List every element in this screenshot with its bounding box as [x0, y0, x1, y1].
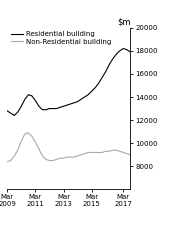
Residential building	[126, 48, 128, 51]
Residential building	[10, 112, 12, 115]
Residential building	[59, 106, 61, 109]
Non-Residential building	[13, 155, 15, 157]
Non-Residential building	[101, 151, 103, 154]
Non-Residential building	[112, 149, 114, 152]
Non-Residential building	[87, 151, 89, 154]
Residential building	[62, 105, 65, 108]
Non-Residential building	[105, 150, 107, 153]
Non-Residential building	[55, 158, 58, 161]
Non-Residential building	[6, 160, 8, 163]
Non-Residential building	[62, 157, 65, 160]
Residential building	[108, 63, 110, 66]
Legend: Residential building, Non-Residential building: Residential building, Non-Residential bu…	[11, 31, 111, 45]
Non-Residential building	[24, 133, 26, 135]
Non-Residential building	[126, 152, 128, 155]
Residential building	[119, 49, 121, 52]
Non-Residential building	[119, 150, 121, 153]
Residential building	[87, 93, 89, 96]
Non-Residential building	[90, 151, 93, 154]
Residential building	[45, 108, 47, 111]
Residential building	[77, 100, 79, 103]
Residential building	[94, 86, 96, 89]
Residential building	[13, 114, 15, 117]
Non-Residential building	[52, 159, 54, 162]
Non-Residential building	[70, 156, 72, 158]
Residential building	[6, 109, 8, 112]
Non-Residential building	[31, 135, 33, 138]
Non-Residential building	[108, 150, 110, 153]
Residential building	[38, 105, 40, 108]
Residential building	[112, 58, 114, 60]
Residential building	[20, 105, 22, 108]
Residential building	[31, 94, 33, 97]
Non-Residential building	[122, 151, 124, 154]
Line: Non-Residential building: Non-Residential building	[7, 133, 130, 162]
Residential building	[66, 104, 68, 106]
Residential building	[129, 51, 131, 53]
Residential building	[41, 108, 43, 111]
Non-Residential building	[41, 155, 43, 157]
Non-Residential building	[59, 157, 61, 160]
Non-Residential building	[20, 140, 22, 142]
Residential building	[105, 70, 107, 73]
Residential building	[83, 96, 86, 98]
Non-Residential building	[80, 153, 82, 156]
Residential building	[122, 47, 124, 50]
Residential building	[27, 93, 30, 96]
Non-Residential building	[66, 156, 68, 158]
Non-Residential building	[17, 149, 19, 152]
Non-Residential building	[38, 148, 40, 150]
Residential building	[101, 76, 103, 79]
Non-Residential building	[34, 141, 36, 143]
Non-Residential building	[48, 159, 50, 162]
Residential building	[17, 111, 19, 113]
Non-Residential building	[83, 152, 86, 155]
Residential building	[55, 107, 58, 110]
Residential building	[80, 98, 82, 101]
Line: Residential building: Residential building	[7, 49, 130, 116]
Non-Residential building	[27, 131, 30, 134]
Non-Residential building	[10, 159, 12, 162]
Non-Residential building	[45, 158, 47, 161]
Non-Residential building	[129, 153, 131, 156]
Text: $m: $m	[117, 17, 130, 26]
Residential building	[24, 98, 26, 101]
Residential building	[90, 90, 93, 93]
Residential building	[73, 101, 75, 104]
Non-Residential building	[98, 151, 100, 154]
Non-Residential building	[73, 156, 75, 158]
Residential building	[115, 53, 117, 56]
Residential building	[70, 103, 72, 105]
Non-Residential building	[94, 151, 96, 154]
Residential building	[48, 107, 50, 110]
Non-Residential building	[115, 149, 117, 152]
Non-Residential building	[77, 155, 79, 157]
Residential building	[34, 99, 36, 102]
Residential building	[52, 107, 54, 110]
Residential building	[98, 82, 100, 85]
